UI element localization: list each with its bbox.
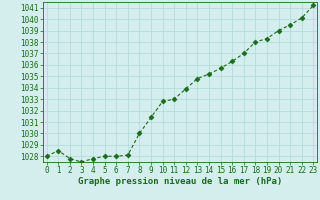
X-axis label: Graphe pression niveau de la mer (hPa): Graphe pression niveau de la mer (hPa) <box>78 177 282 186</box>
